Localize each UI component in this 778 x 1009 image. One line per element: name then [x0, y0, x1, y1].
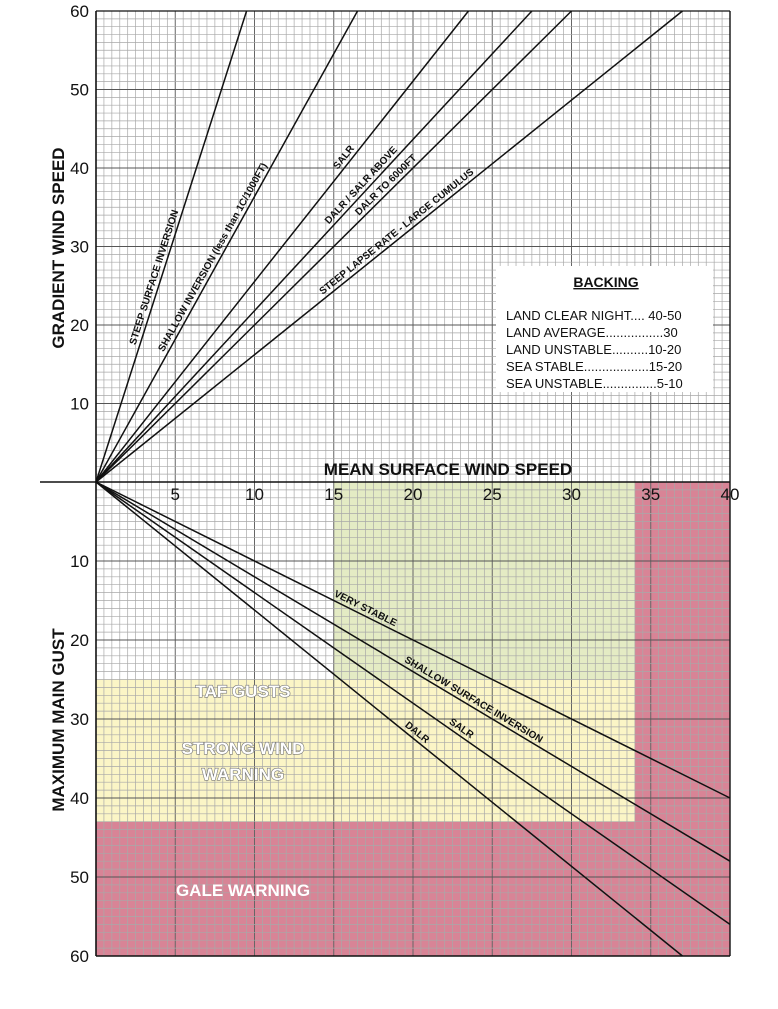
grid [95, 10, 731, 957]
backing-table: BACKING LAND CLEAR NIGHT.... 40-50 LAND … [496, 266, 713, 392]
lower-y-tick-label: 50 [70, 868, 89, 887]
tick-labels: 5 10 15 20 25 30 35 40 60 10 20 30 40 50 10 20 30 40 50 60 [70, 2, 739, 966]
upper-series-line [95, 10, 533, 483]
x-tick-label: 15 [324, 485, 343, 504]
lower-series-line [95, 481, 731, 926]
backing-row: LAND UNSTABLE..........10-20 [506, 342, 681, 357]
upper-series-line [95, 10, 470, 483]
axes [40, 10, 731, 957]
backing-row: LAND AVERAGE................30 [506, 325, 678, 340]
zone-label-gale-warning: GALE WARNING [176, 881, 310, 900]
lower-y-tick-label: 30 [70, 710, 89, 729]
lower-y-tick-label: 10 [70, 552, 89, 571]
lower-series-line [95, 481, 731, 862]
lower-series-line [95, 481, 731, 799]
backing-title: BACKING [573, 274, 638, 290]
x-tick-label: 30 [562, 485, 581, 504]
x-axis-title: MEAN SURFACE WIND SPEED [324, 460, 572, 479]
upper-series-line [95, 10, 248, 483]
upper-y-tick-label: 50 [70, 81, 89, 100]
upper-y-tick-label: 30 [70, 238, 89, 257]
upper-y-axis-title: GRADIENT WIND SPEED [49, 147, 68, 348]
lower-y-tick-label: 20 [70, 631, 89, 650]
backing-row: LAND CLEAR NIGHT.... 40-50 [506, 308, 682, 323]
lower-y-axis-title: MAXIMUM MAIN GUST [49, 628, 68, 812]
lower-y-tick-label: 60 [70, 947, 89, 966]
upper-series-line [95, 10, 683, 483]
backing-row: SEA STABLE..................15-20 [506, 359, 682, 374]
zone-label-taf-gusts: TAF GUSTS [195, 682, 290, 701]
zone-label-strong-wind-warning: WARNING [202, 765, 284, 784]
upper-y-tick-label: 10 [70, 395, 89, 414]
lower-series-line [95, 481, 683, 957]
x-tick-label: 25 [483, 485, 502, 504]
lower-series-lines [95, 481, 731, 957]
upper-y-tick-label: 20 [70, 316, 89, 335]
x-tick-label: 20 [404, 485, 423, 504]
x-tick-label: 40 [721, 485, 740, 504]
zone-label-strong-wind: STRONG WIND [182, 739, 305, 758]
backing-table-box [496, 266, 713, 392]
x-tick-label: 35 [641, 485, 660, 504]
upper-y-tick-label: 40 [70, 159, 89, 178]
upper-series-line [95, 10, 359, 483]
backing-row: SEA UNSTABLE...............5-10 [506, 376, 683, 391]
lower-y-tick-label: 40 [70, 789, 89, 808]
upper-y-tick-label: 60 [70, 2, 89, 21]
upper-series-line [95, 10, 573, 483]
upper-series-lines [95, 10, 683, 483]
x-tick-label: 10 [245, 485, 264, 504]
x-tick-label: 5 [171, 485, 180, 504]
